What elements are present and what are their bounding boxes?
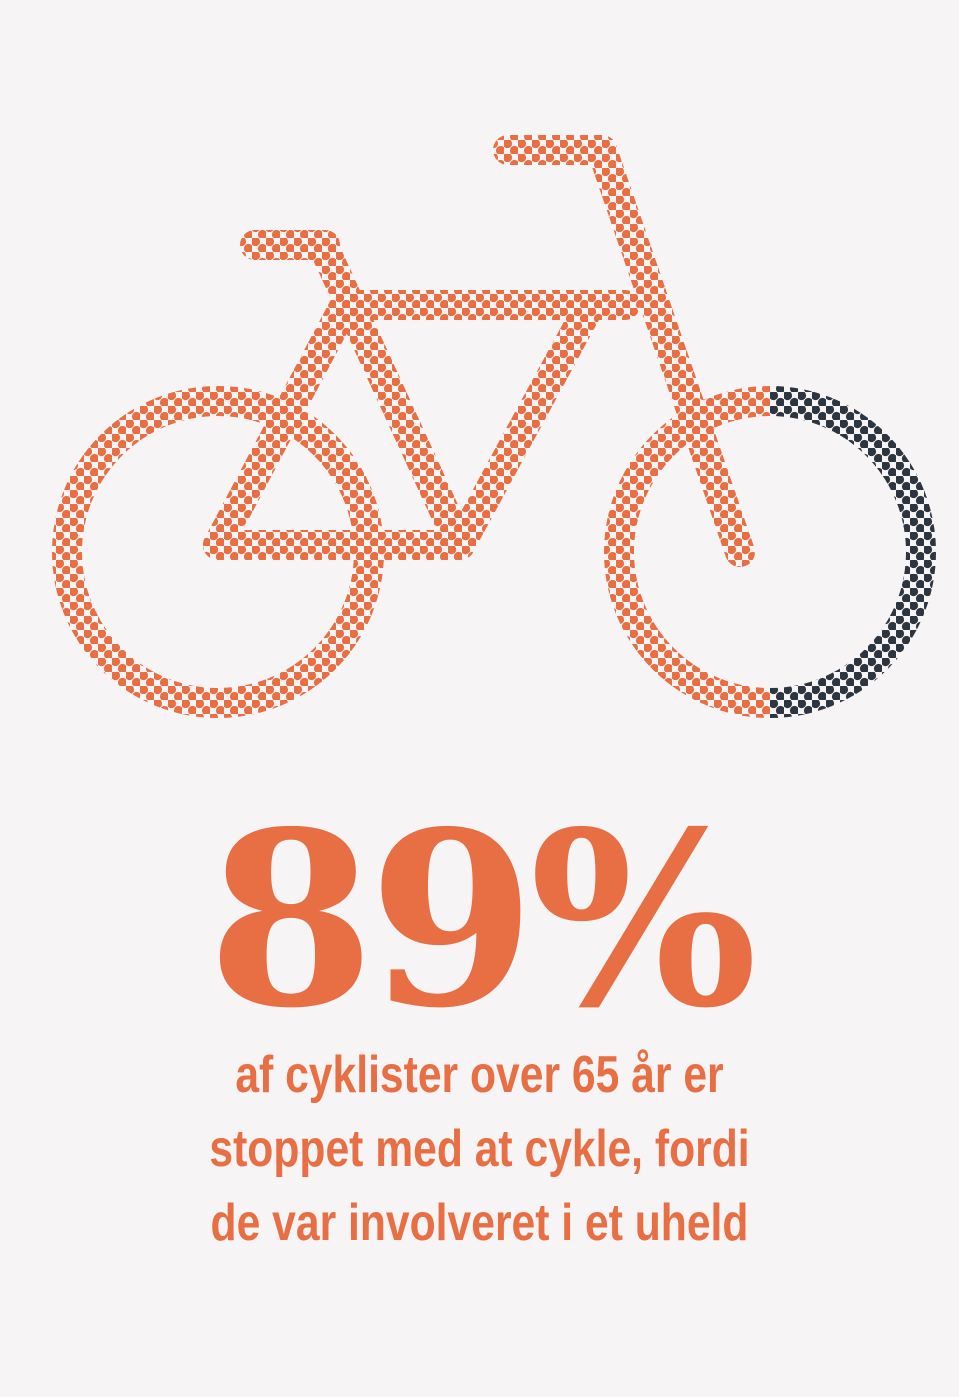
front-wheel-remainder xyxy=(769,386,936,718)
bicycle-illustration xyxy=(52,135,936,718)
statistic-value: 89% xyxy=(207,779,757,1061)
caption-line-1: af cyklister over 65 år er xyxy=(235,1046,724,1104)
bicycle-frame xyxy=(203,135,755,567)
statistic-caption: af cyklister over 65 år er stoppet med a… xyxy=(119,1038,840,1260)
caption-line-3: de var involveret i et uheld xyxy=(210,1194,749,1252)
caption-line-2: stoppet med at cykle, fordi xyxy=(209,1120,750,1178)
bicycle-icon xyxy=(52,135,936,718)
